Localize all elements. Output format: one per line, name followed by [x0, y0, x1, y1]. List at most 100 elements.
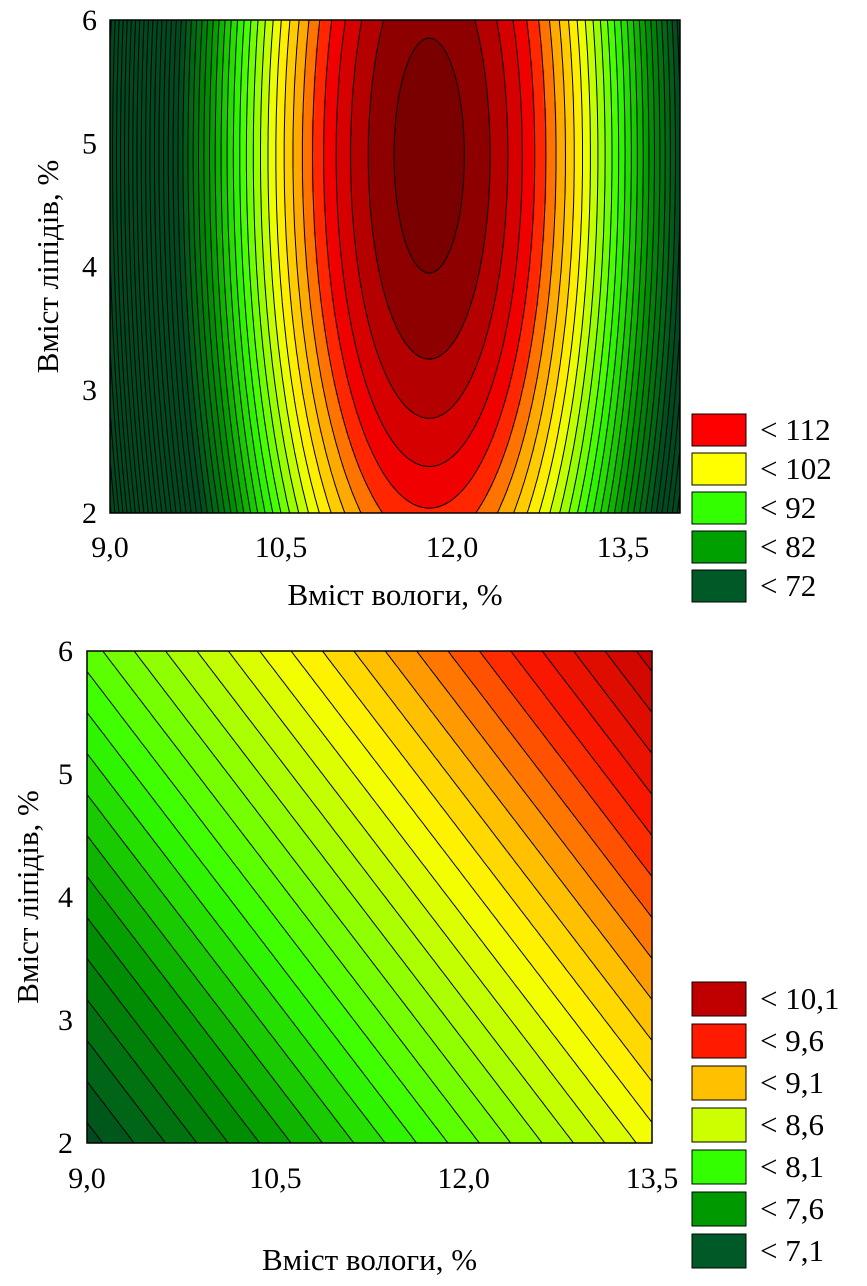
x-tick-label: 13,5 [597, 531, 650, 564]
contour-line [86, 999, 198, 1144]
contour-line [245, 19, 613, 514]
contour-line [214, 19, 644, 514]
contour-line [187, 19, 671, 514]
contour-line [220, 19, 638, 514]
contour-line [232, 19, 626, 514]
y-tick-label: 4 [82, 251, 97, 284]
legend-swatch [691, 491, 747, 525]
contour-line [239, 19, 620, 514]
contour-line [116, 19, 136, 514]
contour-fill [87, 651, 652, 1143]
contour-line [128, 19, 149, 514]
legend-label: < 102 [760, 451, 832, 486]
legend-label: < 8,1 [760, 1149, 824, 1184]
contour-line [335, 19, 523, 467]
legend-label: < 10,1 [760, 981, 839, 1016]
contour-line [86, 958, 229, 1144]
contour-line [158, 19, 681, 514]
plot-frame [86, 650, 653, 1144]
contour-line [312, 19, 547, 514]
contour-line [133, 650, 512, 1144]
contour-line [86, 1122, 104, 1144]
contour-line [259, 650, 637, 1144]
contour-line [510, 650, 653, 836]
contour-line [140, 19, 163, 514]
legend-label: < 9,6 [760, 1023, 824, 1058]
contour-line [145, 19, 167, 514]
legend-label: < 7,1 [760, 1233, 824, 1268]
legend-swatch [691, 413, 747, 447]
contour-line [267, 19, 591, 514]
x-tick-label: 9,0 [68, 1162, 106, 1195]
contour-line [112, 19, 132, 514]
contour-line [350, 19, 509, 419]
plot-frame [109, 19, 681, 514]
legend: < 10,1 < 9,6 < 9,1 < 8,6 < 8,1 < 7,6 < 7,1 [691, 981, 839, 1269]
legend-swatch [691, 1023, 747, 1059]
legend-swatch [691, 1107, 747, 1143]
y-tick-label: 4 [58, 881, 73, 914]
contour-line [604, 650, 653, 713]
y-tick-label: 2 [58, 1127, 73, 1160]
contour-line [153, 19, 177, 514]
contour-line [86, 917, 260, 1144]
contour-line [209, 19, 650, 514]
y-tick-label: 6 [58, 635, 73, 668]
contour-line [124, 19, 145, 514]
contour-line [479, 650, 653, 877]
legend-label: < 9,1 [760, 1065, 824, 1100]
contour-line [196, 650, 574, 1144]
contour-line [165, 650, 543, 1144]
contour-line [136, 19, 158, 514]
legend-label: < 92 [760, 490, 816, 525]
contour-line [182, 19, 676, 514]
y-tick-label: 3 [58, 1004, 73, 1037]
contour-line [86, 1040, 166, 1144]
y-tick-label: 3 [82, 374, 97, 407]
contour-line [353, 650, 653, 1041]
x-tick-label: 10,5 [249, 1162, 302, 1195]
contour-line [226, 19, 632, 514]
contour-line [283, 19, 575, 514]
legend-label: < 8,6 [760, 1107, 824, 1142]
contour-line [198, 19, 661, 514]
contour-line [252, 19, 606, 514]
contour-line [290, 650, 653, 1123]
contour-line [260, 19, 599, 514]
legend-label: < 72 [760, 568, 816, 603]
x-tick-label: 12,0 [437, 1162, 490, 1195]
y-axis-label: Вміст ліпідів, % [10, 790, 45, 1004]
legend-label: < 7,6 [760, 1191, 824, 1226]
legend-swatch [691, 1233, 747, 1269]
contour-line [301, 19, 557, 514]
contour-line [635, 650, 653, 672]
contour-lines [109, 19, 681, 514]
contour-line [203, 19, 655, 514]
legend-swatch [691, 1191, 747, 1227]
x-tick-label: 13,5 [626, 1162, 679, 1195]
legend-swatch [691, 981, 747, 1017]
x-axis-label: Вміст вологи, % [287, 577, 502, 612]
legend-swatch [691, 1065, 747, 1101]
contour-line [192, 19, 666, 514]
y-axis-label: Вміст ліпідів, % [30, 160, 65, 374]
y-tick-label: 6 [82, 4, 97, 37]
legend-swatch [691, 569, 747, 603]
chart-moisture-lipid-bottom: 9,0 10,5 12,0 13,5 2 3 4 5 6 Вміст вологи, % Вміст… [10, 635, 839, 1277]
legend-swatch [691, 1149, 747, 1185]
x-tick-label: 12,0 [426, 531, 479, 564]
y-tick-label: 5 [82, 127, 97, 160]
legend-label: < 112 [760, 412, 831, 447]
contour-line [86, 1081, 135, 1144]
contour-line [416, 650, 653, 959]
legend: < 112 < 102 < 92 < 82 < 72 [691, 412, 832, 603]
contour-line [275, 19, 583, 514]
contour-line [120, 19, 141, 514]
legend-swatch [691, 530, 747, 564]
legend-label: < 82 [760, 529, 816, 564]
x-axis-label: Вміст вологи, % [262, 1242, 477, 1277]
legend-swatch [691, 452, 747, 486]
x-tick-label: 10,5 [255, 531, 308, 564]
contour-line [573, 650, 653, 754]
